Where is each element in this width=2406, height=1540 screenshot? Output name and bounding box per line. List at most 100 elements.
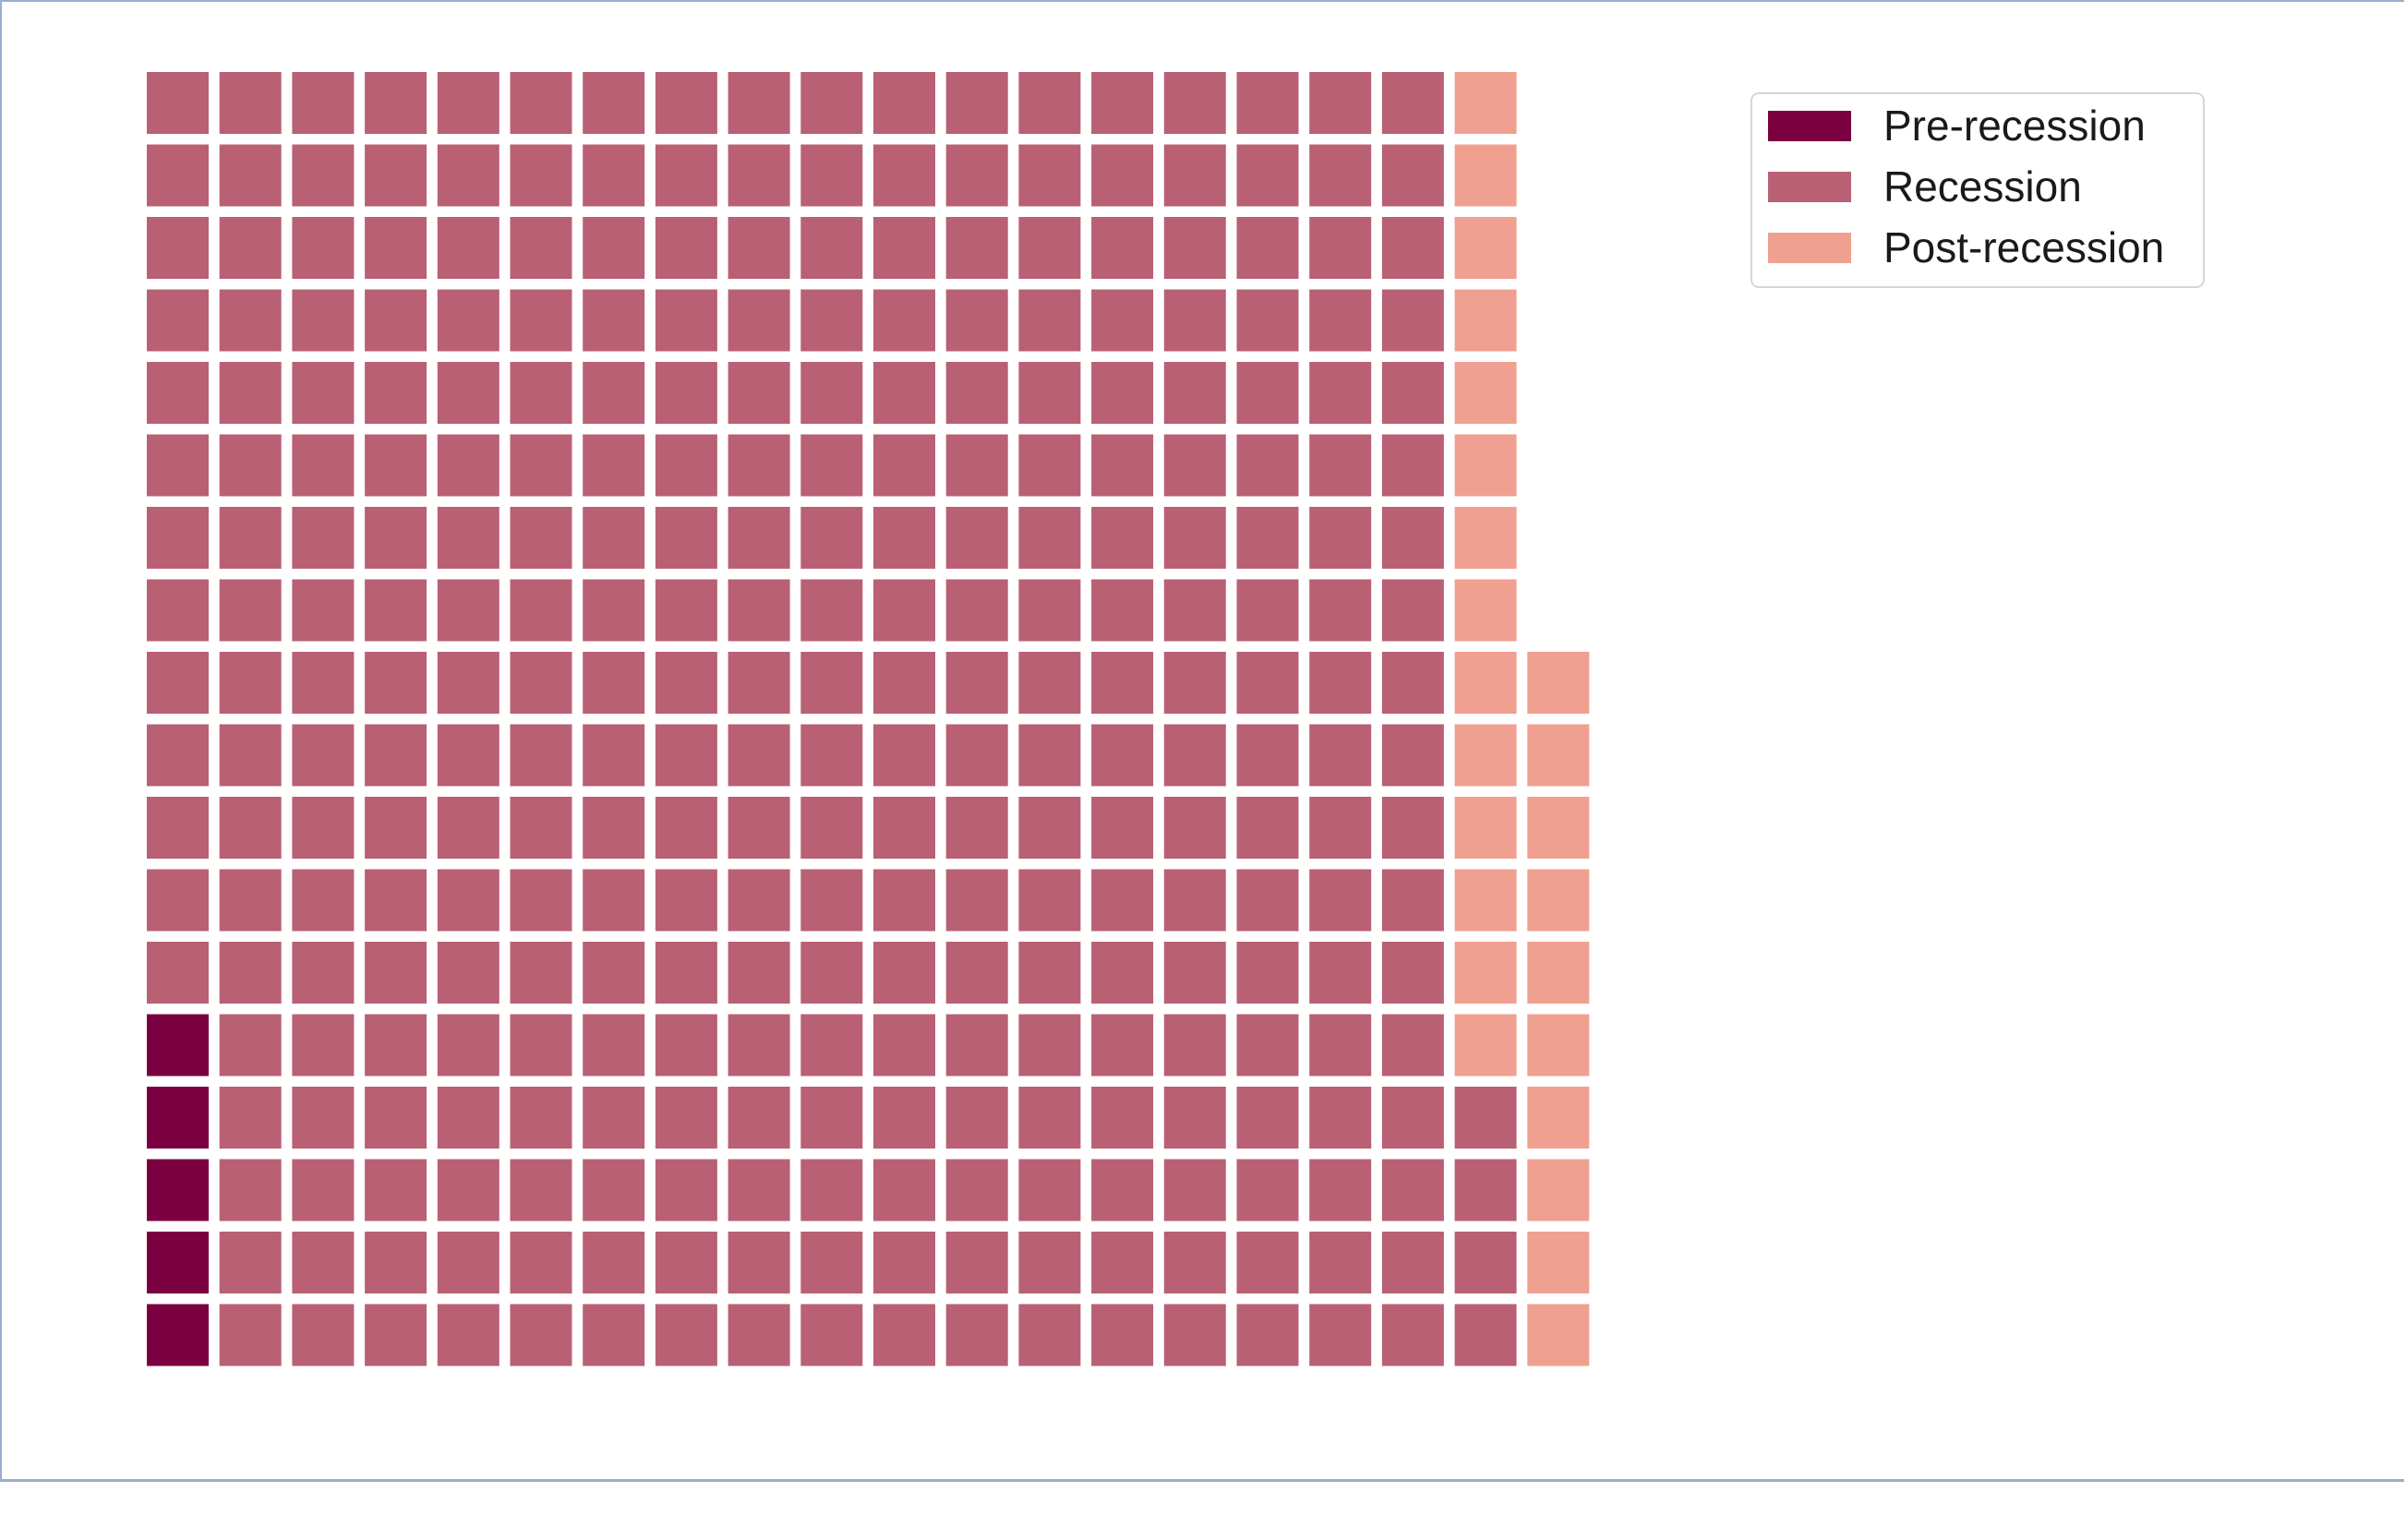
waffle-cell-recession: [1018, 289, 1081, 352]
waffle-cell-recession: [800, 869, 863, 932]
waffle-cell-recession: [800, 652, 863, 714]
waffle-cell-post-recession: [1454, 362, 1517, 424]
waffle-cell-recession: [292, 797, 355, 859]
waffle-cell-recession: [583, 1232, 645, 1293]
waffle-cell-post-recession: [1454, 942, 1517, 1004]
waffle-cell-recession: [1018, 507, 1081, 569]
waffle-cell-recession: [1163, 434, 1226, 497]
waffle-cell-recession: [1091, 579, 1154, 642]
waffle-cell-recession: [147, 797, 209, 859]
waffle-cell-recession: [1236, 1232, 1299, 1293]
waffle-cell-recession: [945, 72, 1008, 134]
waffle-cell-recession: [365, 217, 427, 279]
waffle-cell-recession: [583, 797, 645, 859]
legend: Pre-recession Recession Post-recession: [1750, 92, 2205, 288]
waffle-cell-recession: [292, 217, 355, 279]
waffle-cell-recession: [365, 652, 427, 714]
waffle-cell-pre-recession: [147, 1304, 209, 1366]
waffle-cell-recession: [1018, 652, 1081, 714]
waffle-cell-recession: [510, 72, 572, 134]
waffle-cell-recession: [1163, 1087, 1226, 1149]
waffle-cell-recession: [1236, 434, 1299, 497]
waffle-cell-recession: [945, 652, 1008, 714]
waffle-cell-recession: [437, 797, 499, 859]
waffle-cell-recession: [800, 1159, 863, 1221]
waffle-cell-recession: [219, 72, 282, 134]
waffle-cell-post-recession: [1527, 652, 1590, 714]
waffle-cell-pre-recession: [147, 1087, 209, 1149]
waffle-cell-recession: [1091, 144, 1154, 207]
waffle-cell-recession: [800, 942, 863, 1004]
waffle-cell-recession: [510, 1304, 572, 1366]
waffle-cell-recession: [1236, 1014, 1299, 1077]
waffle-cell-recession: [437, 1087, 499, 1149]
waffle-cell-recession: [728, 1159, 790, 1221]
waffle-cell-recession: [1163, 289, 1226, 352]
waffle-cell-recession: [583, 1159, 645, 1221]
waffle-cell-post-recession: [1527, 1232, 1590, 1293]
waffle-cell-recession: [655, 869, 717, 932]
waffle-cell-recession: [873, 579, 935, 642]
waffle-cell-recession: [365, 144, 427, 207]
waffle-cell-recession: [728, 942, 790, 1004]
waffle-cell-recession: [219, 289, 282, 352]
waffle-cell-recession: [219, 942, 282, 1004]
waffle-cell-recession: [873, 507, 935, 569]
waffle-cell-recession: [1309, 579, 1372, 642]
waffle-cell-recession: [945, 869, 1008, 932]
waffle-cell-recession: [1381, 1232, 1444, 1293]
waffle-cell-recession: [292, 942, 355, 1004]
waffle-cell-recession: [219, 652, 282, 714]
waffle-cell-recession: [1381, 289, 1444, 352]
waffle-cell-recession: [728, 1087, 790, 1149]
waffle-cell-recession: [1091, 652, 1154, 714]
waffle-cell-recession: [292, 1304, 355, 1366]
waffle-cell-recession: [945, 144, 1008, 207]
legend-label-recession: Recession: [1883, 162, 2082, 211]
waffle-cell-recession: [219, 1232, 282, 1293]
waffle-cell-recession: [365, 724, 427, 787]
waffle-cell-recession: [1309, 652, 1372, 714]
waffle-cell-recession: [219, 1014, 282, 1077]
waffle-cell-recession: [945, 217, 1008, 279]
waffle-cell-recession: [292, 579, 355, 642]
waffle-cell-recession: [219, 362, 282, 424]
waffle-cell-recession: [1091, 289, 1154, 352]
waffle-cell-recession: [1309, 942, 1372, 1004]
waffle-cell-recession: [1236, 1304, 1299, 1366]
waffle-cell-recession: [1018, 1232, 1081, 1293]
waffle-cell-post-recession: [1527, 869, 1590, 932]
waffle-cell-recession: [1309, 1087, 1372, 1149]
waffle-cell-recession: [1091, 797, 1154, 859]
waffle-cell-post-recession: [1527, 1304, 1590, 1366]
waffle-cell-recession: [1236, 144, 1299, 207]
waffle-cell-recession: [800, 289, 863, 352]
waffle-cell-recession: [583, 652, 645, 714]
waffle-cell-recession: [945, 1014, 1008, 1077]
waffle-cell-recession: [583, 144, 645, 207]
waffle-cell-recession: [510, 869, 572, 932]
waffle-cell-recession: [1381, 652, 1444, 714]
waffle-cell-recession: [437, 1232, 499, 1293]
waffle-cell-recession: [292, 434, 355, 497]
waffle-cell-recession: [147, 289, 209, 352]
waffle-cell-recession: [147, 579, 209, 642]
waffle-cell-recession: [1091, 507, 1154, 569]
waffle-cell-recession: [437, 1159, 499, 1221]
waffle-cell-recession: [1381, 579, 1444, 642]
waffle-cell-recession: [1309, 1159, 1372, 1221]
waffle-cell-recession: [728, 579, 790, 642]
waffle-cell-recession: [1091, 1159, 1154, 1221]
waffle-cell-recession: [873, 724, 935, 787]
waffle-cell-post-recession: [1527, 1159, 1590, 1221]
waffle-cell-recession: [1236, 797, 1299, 859]
waffle-cell-recession: [147, 942, 209, 1004]
waffle-cell-recession: [365, 869, 427, 932]
waffle-cell-post-recession: [1454, 72, 1517, 134]
waffle-cell-recession: [219, 1304, 282, 1366]
waffle-cell-recession: [945, 579, 1008, 642]
waffle-cell-recession: [728, 72, 790, 134]
waffle-cell-post-recession: [1454, 507, 1517, 569]
waffle-cell-recession: [655, 1014, 717, 1077]
